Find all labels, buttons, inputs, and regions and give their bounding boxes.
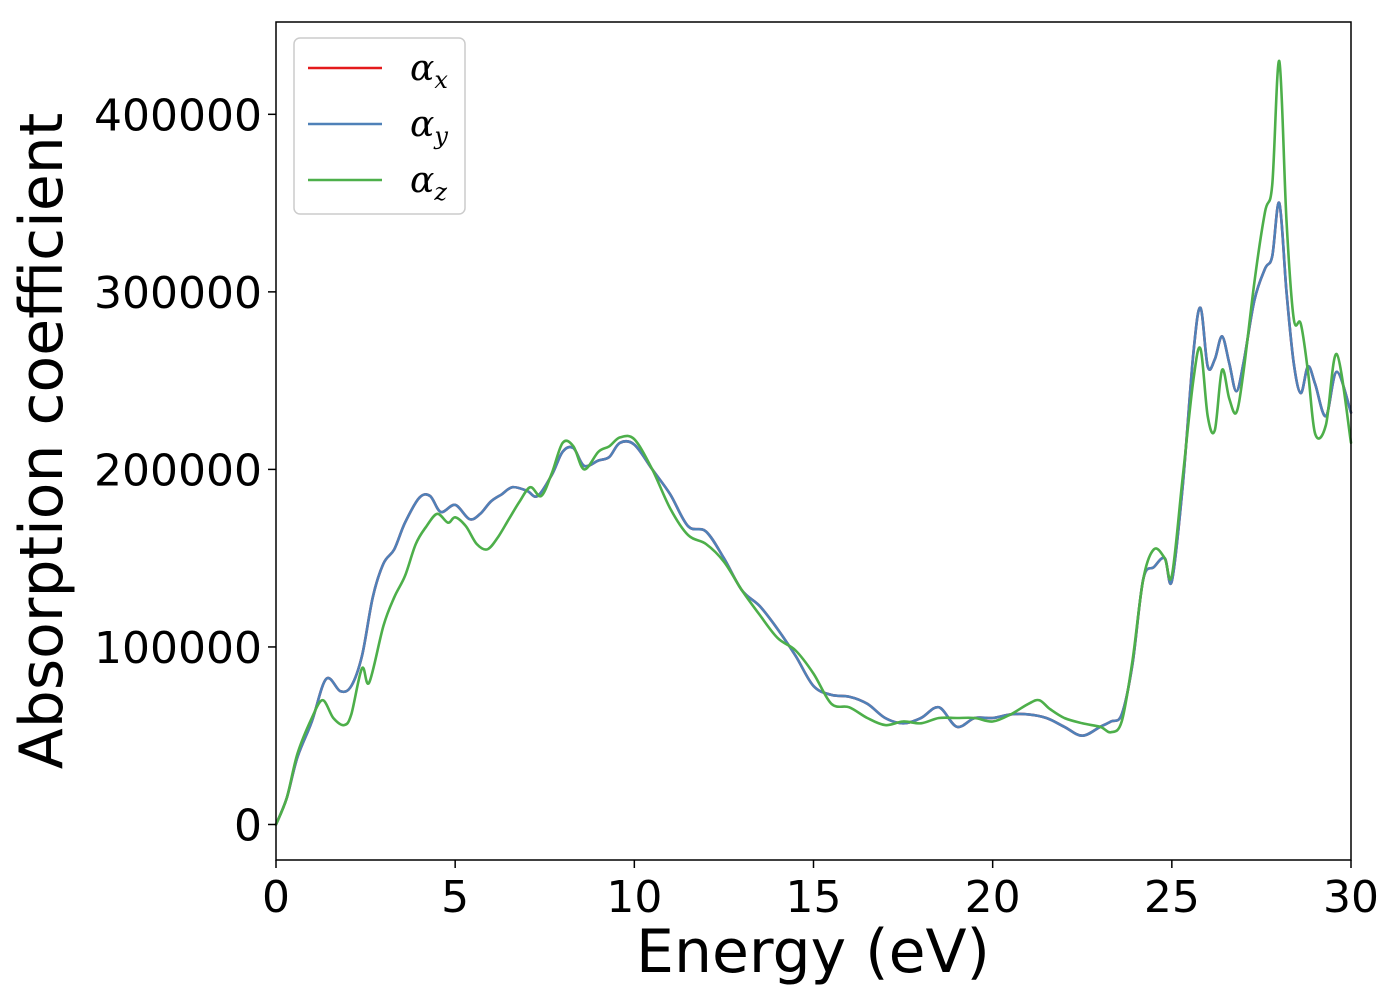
legend-label-y: αy: [410, 104, 448, 150]
y-axis-ticks: 0 100000 200000 300000 400000: [94, 90, 276, 851]
y-tick-label: 100000: [94, 623, 262, 674]
x-tick-label: 30: [1323, 872, 1379, 923]
x-tick-label: 20: [965, 872, 1021, 923]
y-tick-label: 300000: [94, 268, 262, 319]
x-tick-label: 5: [441, 872, 469, 923]
x-tick-label: 15: [786, 872, 842, 923]
legend-label-x: αx: [410, 48, 448, 94]
legend: αx αy αz: [293, 37, 466, 215]
series-lines: [274, 59, 1353, 826]
x-tick-label: 0: [262, 872, 290, 923]
series-line-z: [274, 59, 1353, 826]
y-axis-title: Absorption coefficient: [7, 113, 77, 770]
x-axis-title: Energy (eV): [636, 917, 990, 987]
x-axis-ticks: 0 5 10 15 20 25 30: [262, 860, 1379, 923]
legend-box: [293, 37, 466, 215]
y-tick-label: 200000: [94, 445, 262, 496]
x-tick-label: 10: [606, 872, 662, 923]
legend-label-z: αz: [410, 160, 447, 206]
series-line-y: [274, 201, 1353, 826]
x-tick-label: 25: [1144, 872, 1200, 923]
y-tick-label: 400000: [94, 90, 262, 141]
y-tick-label: 0: [234, 800, 262, 851]
